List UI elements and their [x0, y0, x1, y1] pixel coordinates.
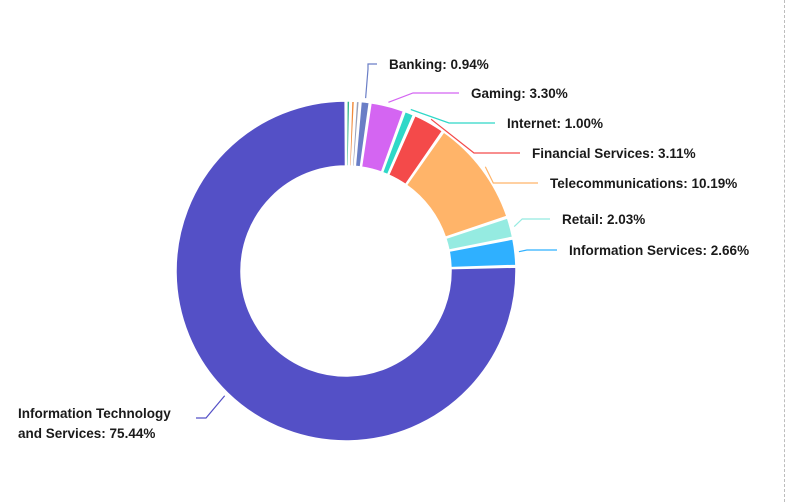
slice-internet[interactable]	[381, 110, 415, 176]
slice-banking[interactable]	[354, 100, 371, 168]
slice-information-technology-and-services[interactable]	[175, 100, 517, 442]
leader-line-information-technology-and-services	[196, 395, 226, 419]
leader-lines-group	[196, 63, 557, 419]
slice-minor-10[interactable]	[345, 100, 351, 167]
slice-gaming[interactable]	[360, 102, 405, 173]
leader-line-telecommunications	[484, 166, 538, 184]
slice-label-telecommunications: Telecommunications: 10.19%	[550, 176, 737, 191]
labels-group: Information Technology and Services: 75.4…	[18, 57, 749, 441]
slice-label-information-technology-and-services-line-1: Information Technology	[18, 406, 171, 421]
leader-line-gaming	[388, 92, 459, 103]
slice-label-gaming: Gaming: 3.30%	[471, 86, 568, 101]
leader-line-internet	[410, 108, 495, 124]
leader-line-retail	[513, 218, 550, 227]
leader-line-information-services	[518, 249, 557, 253]
slice-minor-9[interactable]	[348, 100, 356, 167]
slice-label-internet: Internet: 1.00%	[507, 116, 603, 131]
slice-telecommunications[interactable]	[405, 131, 508, 238]
slices-group	[175, 100, 517, 442]
slice-information-services[interactable]	[448, 238, 517, 269]
slice-retail[interactable]	[445, 217, 514, 251]
slice-financial-services[interactable]	[387, 114, 444, 186]
slice-label-information-services: Information Services: 2.66%	[569, 243, 749, 258]
slice-label-financial-services: Financial Services: 3.11%	[532, 146, 696, 161]
slice-minor-8[interactable]	[351, 100, 361, 168]
leader-line-banking	[365, 63, 377, 99]
slice-label-banking: Banking: 0.94%	[389, 57, 489, 72]
slice-label-retail: Retail: 2.03%	[562, 212, 645, 227]
slice-label-information-technology-and-services-line-2: and Services: 75.44%	[18, 426, 155, 441]
leader-line-financial-services	[430, 118, 520, 154]
